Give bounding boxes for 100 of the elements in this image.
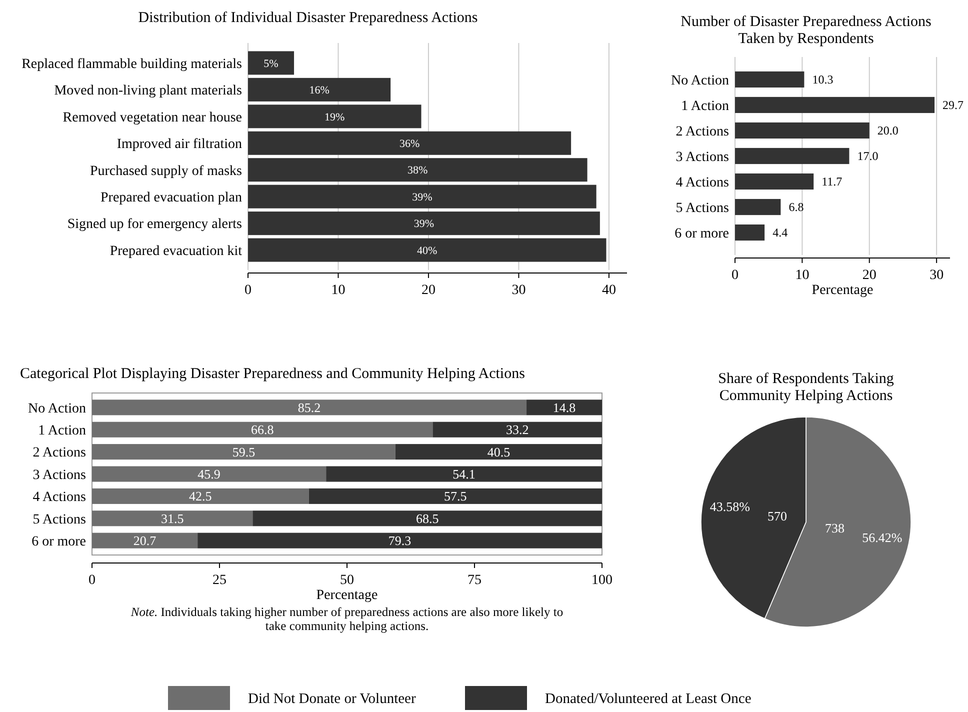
bar <box>248 51 294 75</box>
text: 43.58% <box>710 498 750 514</box>
bar <box>248 78 391 102</box>
x-tick-label: 0 <box>244 283 252 298</box>
data-label: 29.7 <box>942 98 964 112</box>
bar <box>92 422 433 438</box>
x-axis-title: Percentage <box>812 283 874 298</box>
y-tick-label: 2 Actions <box>676 124 729 140</box>
y-tick-label: Moved non-living plant materials <box>54 84 242 99</box>
data-label: 54.1 <box>452 466 476 482</box>
x-axis-title: Percentage <box>316 588 378 603</box>
bar <box>252 510 602 526</box>
x-tick-label: 20 <box>421 283 436 298</box>
data-label: 38% <box>408 164 428 177</box>
data-label: 6.8 <box>788 200 804 214</box>
data-label: 42.5 <box>189 488 212 504</box>
bar <box>526 400 602 416</box>
legend-label: Donated/Volunteered at Least Once <box>545 691 752 708</box>
y-tick-label: 1 Action <box>38 424 86 439</box>
y-tick-label: 2 Actions <box>32 446 86 461</box>
x-tick-label: 30 <box>930 268 944 283</box>
bar <box>92 532 198 548</box>
bar <box>735 96 935 114</box>
y-tick-label: Signed up for emergency alerts <box>67 217 242 232</box>
bar <box>248 131 572 155</box>
y-tick-label: Prepared evacuation plan <box>100 190 242 206</box>
bar <box>248 158 588 182</box>
data-label: 45.9 <box>198 466 220 482</box>
legend-label: Did Not Donate or Volunteer <box>248 691 416 708</box>
data-label: 738 <box>825 520 845 536</box>
y-tick-label: 1 Action <box>681 98 729 114</box>
y-tick-label: 4 Actions <box>32 490 86 506</box>
y-tick-label: No Action <box>671 73 729 88</box>
bar <box>248 238 606 262</box>
bar <box>432 422 602 438</box>
x-tick-label: 0 <box>88 573 96 588</box>
data-label: 4.4 <box>772 226 788 240</box>
data-label: 33.2 <box>506 422 529 438</box>
data-label: 31.5 <box>160 510 184 526</box>
y-tick-label: Improved air filtration <box>116 137 242 152</box>
bar <box>735 198 781 216</box>
data-label: 59.5 <box>232 444 256 460</box>
data-label: 39% <box>412 191 432 204</box>
chart-title: Number of Disaster Preparedness Actions Taken by Respondents <box>680 14 932 47</box>
x-tick-label: 100 <box>592 573 612 588</box>
x-tick-label: 10 <box>331 283 346 298</box>
data-label: 570 <box>767 508 787 524</box>
x-tick-label: 25 <box>212 573 226 588</box>
text: Note. Individuals taking higher number of preparedness actions are also more likely to take community helping actions. <box>130 605 564 633</box>
bar <box>735 71 804 88</box>
data-label: 40.5 <box>487 444 510 460</box>
data-label: 36% <box>399 138 420 150</box>
y-tick-label: Removed vegetation near house <box>62 110 242 126</box>
data-label: 17.0 <box>857 149 878 164</box>
data-label: 39% <box>414 218 434 230</box>
y-tick-label: 4 Actions <box>676 175 729 190</box>
data-label: 20.7 <box>133 533 157 548</box>
chart-title: Categorical Plot Displaying Disaster Preparedness and Community Helping Actions <box>20 366 526 382</box>
data-label: 40% <box>417 244 438 257</box>
bar <box>735 122 870 139</box>
bar <box>308 488 602 504</box>
bar <box>395 444 602 460</box>
x-tick-label: 30 <box>512 283 526 298</box>
y-tick-label: 3 Actions <box>676 150 729 165</box>
y-tick-label: 6 or more <box>674 226 729 242</box>
data-label: 79.3 <box>388 533 412 548</box>
bar <box>92 400 527 416</box>
data-label: 66.8 <box>250 422 274 438</box>
y-tick-label: 3 Actions <box>32 468 86 483</box>
bar <box>92 466 326 482</box>
y-tick-label: 5 Actions <box>32 512 86 528</box>
chart-title: Share of Respondents Taking Community Helping Actions <box>718 371 894 404</box>
data-label: 10.3 <box>812 72 834 87</box>
data-label: 57.5 <box>444 488 467 504</box>
data-label: 16% <box>309 84 330 97</box>
text: 56.42% <box>862 530 902 546</box>
bar <box>92 444 396 460</box>
x-tick-label: 0 <box>732 268 738 283</box>
bar <box>198 532 602 548</box>
data-label: 85.2 <box>298 400 321 415</box>
bar <box>735 173 814 190</box>
chart-title: Distribution of Individual Disaster Preparedness Actions <box>138 10 478 26</box>
bar <box>92 510 253 526</box>
x-tick-label: 75 <box>468 573 482 588</box>
bar <box>735 148 850 164</box>
x-tick-label: 20 <box>862 268 876 283</box>
y-tick-label: 6 or more <box>32 534 86 550</box>
data-label: 68.5 <box>416 510 439 526</box>
bar <box>326 466 602 482</box>
bar <box>248 184 596 208</box>
data-label: 14.8 <box>552 400 576 415</box>
x-tick-label: 10 <box>795 268 810 283</box>
bar <box>248 104 422 128</box>
bar <box>248 212 600 236</box>
y-tick-label: Purchased supply of masks <box>90 164 242 179</box>
bar <box>92 488 309 504</box>
bar <box>735 224 765 241</box>
data-label: 5% <box>264 58 278 70</box>
x-tick-label: 40 <box>602 283 616 298</box>
y-tick-label: Prepared evacuation kit <box>110 244 242 259</box>
